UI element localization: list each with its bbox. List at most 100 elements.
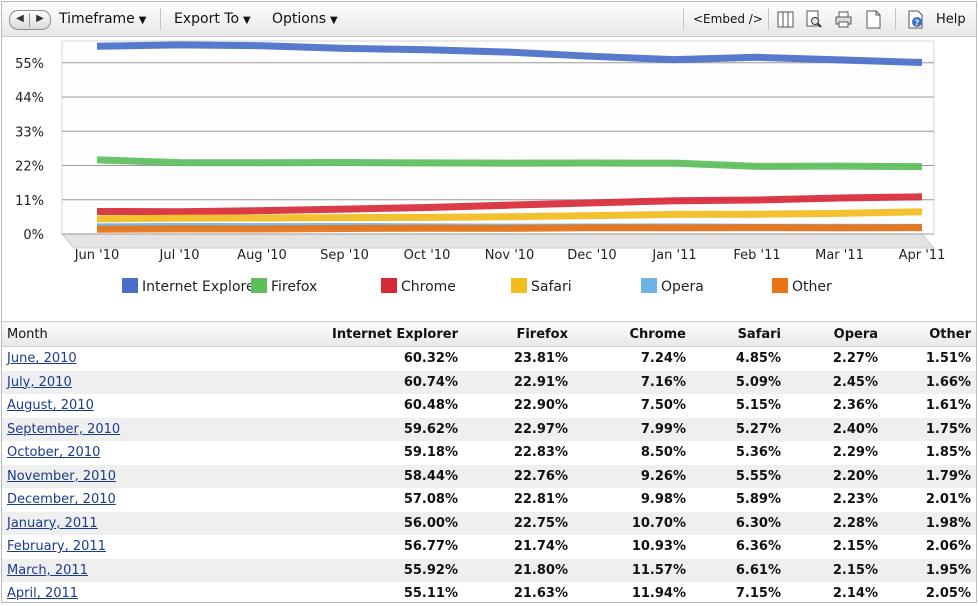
value-cell: 4.85%: [735, 351, 781, 367]
data-table-container: Month Internet Explorer Firefox Chrome Safar…: [2, 321, 976, 606]
value-cell: 2.23%: [832, 492, 878, 508]
value-cell: 6.30%: [691, 511, 786, 535]
embed-button[interactable]: <Embed />: [693, 12, 763, 26]
value-cell: 22.91%: [463, 370, 573, 394]
options-menu[interactable]: Options ▼: [272, 11, 338, 27]
value-cell: 22.83%: [513, 445, 568, 461]
table-row: February, 2011 56.77% 21.74% 10.93% 6.36% 2.1…: [2, 535, 976, 559]
column-header: Internet Explorer: [176, 321, 463, 347]
table-row: November, 2010 58.44% 22.76% 9.26% 5.55% 2.20…: [2, 464, 976, 488]
value-cell: 1.85%: [925, 445, 971, 461]
table-row: December, 2010 57.08% 22.81% 9.98% 5.89% 2.23…: [2, 488, 976, 512]
value-cell: 22.75%: [463, 511, 573, 535]
value-cell: 2.14%: [832, 586, 878, 602]
value-cell: 1.98%: [883, 511, 976, 535]
value-cell: 2.06%: [925, 539, 971, 555]
legend-label: Safari: [531, 279, 572, 295]
month-link[interactable]: November, 2010: [7, 468, 116, 484]
value-cell: 58.44%: [176, 464, 463, 488]
table-row: April, 2011 55.11% 21.63% 11.94% 7.15% 2.14% 2…: [2, 582, 976, 606]
month-link[interactable]: March, 2011: [7, 562, 88, 578]
x-tick-label: Aug '10: [237, 248, 287, 263]
data-table: Month Internet Explorer Firefox Chrome Safar…: [2, 321, 976, 606]
month-cell: August, 2010: [2, 394, 176, 418]
page-icon[interactable]: [865, 10, 882, 29]
toolbar: ◀ ▶ Timeframe ▼ Export To ▼ Options ▼ <Embe…: [2, 2, 976, 37]
toolbar-divider: [160, 8, 161, 30]
help-icon[interactable]: ?: [907, 10, 924, 29]
x-tick-label: Feb '11: [733, 248, 780, 263]
month-cell: June, 2010: [2, 347, 176, 371]
value-cell: 21.74%: [513, 539, 568, 555]
value-cell: 8.50%: [640, 445, 686, 461]
x-tick-label: Jun '10: [74, 248, 120, 263]
month-link[interactable]: October, 2010: [7, 445, 101, 461]
month-link[interactable]: July, 2010: [7, 374, 72, 390]
table-row: January, 2011 56.00% 22.75% 10.70% 6.30% 2.28…: [2, 511, 976, 535]
series-line-safari: [96, 208, 923, 223]
month-link[interactable]: August, 2010: [7, 398, 94, 414]
table-row: July, 2010 60.74% 22.91% 7.16% 5.09% 2.45% 1.6…: [2, 370, 976, 394]
value-cell: 56.00%: [176, 511, 463, 535]
month-link[interactable]: December, 2010: [7, 492, 116, 508]
columns-icon[interactable]: [777, 10, 794, 29]
value-cell: 5.09%: [691, 370, 786, 394]
month-cell: January, 2011: [2, 511, 176, 535]
print-icon[interactable]: [835, 10, 852, 29]
y-tick-label: 0%: [23, 228, 44, 243]
history-nav[interactable]: ◀ ▶: [9, 10, 51, 30]
month-cell: March, 2011: [2, 558, 176, 582]
value-cell: 5.27%: [691, 417, 786, 441]
value-cell: 21.80%: [463, 558, 573, 582]
y-tick-label: 11%: [15, 194, 44, 209]
value-cell: 9.26%: [573, 464, 691, 488]
month-link[interactable]: February, 2011: [7, 539, 106, 555]
export-label: Export To: [174, 11, 240, 27]
help-link[interactable]: Help: [936, 12, 966, 27]
timeframe-menu[interactable]: Timeframe ▼: [59, 11, 146, 27]
back-arrow-icon[interactable]: ◀: [16, 13, 24, 24]
month-link[interactable]: January, 2011: [7, 515, 98, 531]
month-link[interactable]: September, 2010: [7, 421, 121, 437]
x-tick-label: Oct '10: [404, 248, 451, 263]
value-cell: 22.76%: [463, 464, 573, 488]
print-preview-icon[interactable]: [805, 10, 822, 29]
month-cell: July, 2010: [2, 370, 176, 394]
month-cell: April, 2011: [2, 582, 176, 606]
table-row: October, 2010 59.18% 22.83% 8.50% 5.36% 2.29%…: [2, 441, 976, 465]
y-tick-label: 33%: [15, 125, 44, 140]
toolbar-divider: [683, 8, 684, 30]
series-line-other: [96, 224, 923, 233]
series-line-chrome: [96, 193, 923, 216]
table-header-row: Month Internet Explorer Firefox Chrome Safar…: [2, 321, 976, 347]
value-cell: 2.40%: [786, 417, 883, 441]
value-cell: 60.48%: [403, 398, 458, 414]
value-cell: 7.24%: [640, 351, 686, 367]
forward-arrow-icon[interactable]: ▶: [36, 13, 44, 24]
svg-text:?: ?: [915, 19, 920, 28]
y-tick-label: 44%: [15, 91, 44, 106]
value-cell: 6.61%: [691, 558, 786, 582]
legend-label: Firefox: [271, 279, 317, 295]
y-tick-label: 55%: [15, 57, 44, 72]
value-cell: 2.36%: [832, 398, 878, 414]
series-line-internet-explorer: [96, 41, 923, 66]
value-cell: 2.15%: [832, 539, 878, 555]
value-cell: 59.62%: [176, 417, 463, 441]
column-header: Opera: [786, 321, 883, 347]
month-link[interactable]: June, 2010: [7, 351, 77, 367]
column-header: Chrome: [573, 321, 691, 347]
value-cell: 7.16%: [573, 370, 691, 394]
x-tick-label: Jul '10: [159, 248, 200, 263]
caret-down-icon: ▼: [330, 15, 338, 26]
value-cell: 55.11%: [403, 586, 458, 602]
legend-swatch: [251, 278, 267, 293]
month-link[interactable]: April, 2011: [7, 586, 79, 602]
value-cell: 1.61%: [925, 398, 971, 414]
value-cell: 11.94%: [631, 586, 686, 602]
value-cell: 23.81%: [513, 351, 568, 367]
export-menu[interactable]: Export To ▼: [174, 11, 251, 27]
column-header: Month: [2, 321, 176, 347]
value-cell: 56.77%: [403, 539, 458, 555]
